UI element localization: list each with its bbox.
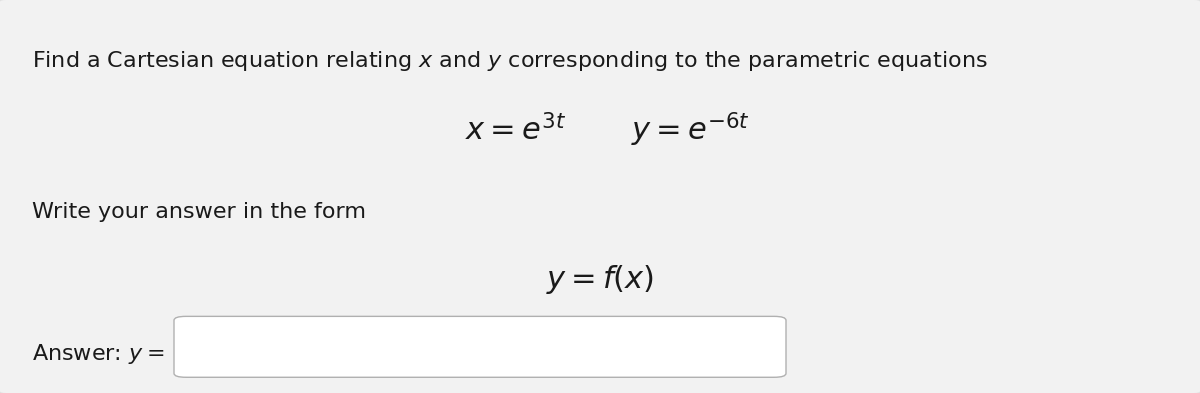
Text: $y = e^{-6t}$: $y = e^{-6t}$ bbox=[630, 110, 750, 149]
Text: $y = f(x)$: $y = f(x)$ bbox=[546, 263, 654, 296]
Text: Write your answer in the form: Write your answer in the form bbox=[32, 202, 366, 222]
FancyBboxPatch shape bbox=[174, 316, 786, 377]
Text: Find a Cartesian equation relating $x$ and $y$ corresponding to the parametric e: Find a Cartesian equation relating $x$ a… bbox=[32, 49, 988, 73]
Text: Answer: $y =$: Answer: $y =$ bbox=[32, 342, 164, 366]
Text: $x = e^{3t}$: $x = e^{3t}$ bbox=[466, 114, 566, 146]
